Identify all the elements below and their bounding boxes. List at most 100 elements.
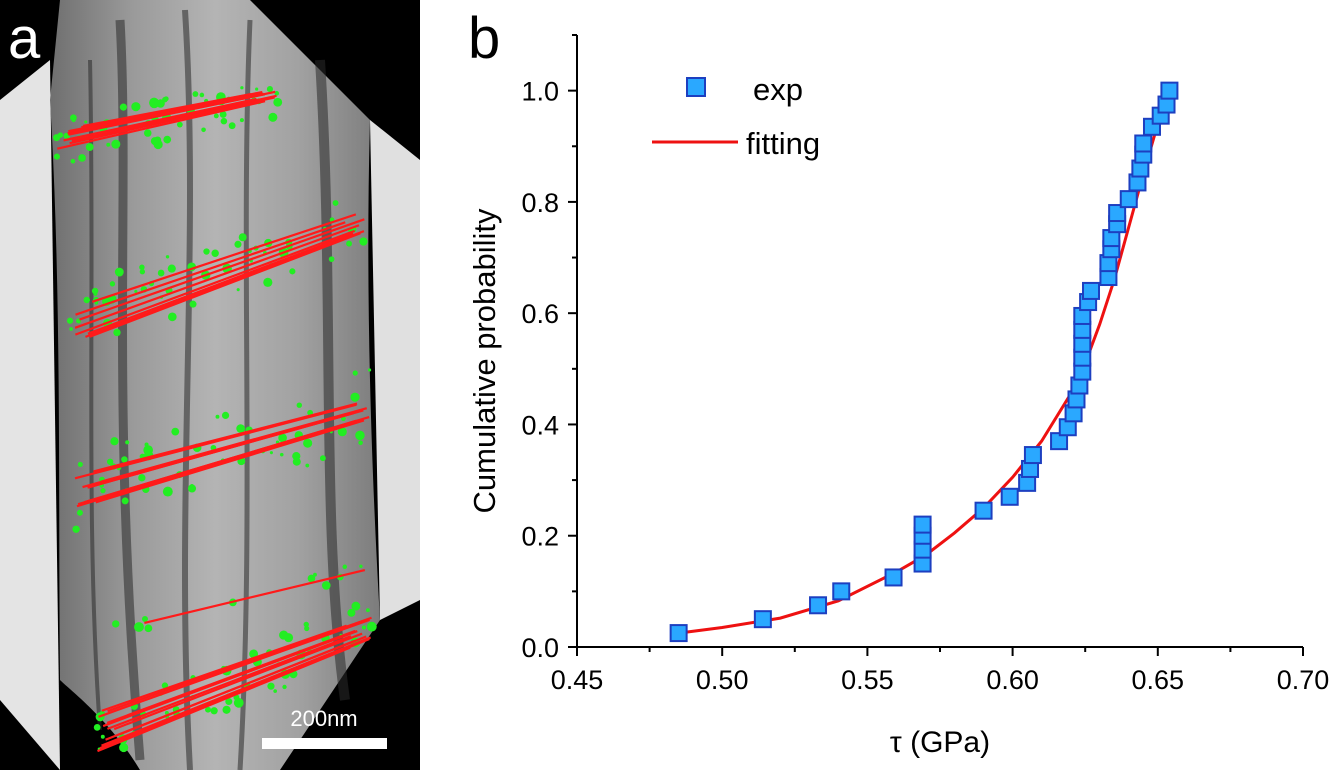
- speckle: [358, 440, 363, 446]
- speckle: [221, 411, 230, 420]
- y-tick-label: 0.6: [521, 299, 559, 329]
- speckle: [109, 281, 116, 287]
- speckle: [321, 581, 331, 590]
- speckle: [199, 92, 205, 98]
- slip-line: [82, 93, 252, 128]
- speckle: [219, 111, 227, 118]
- speckle: [303, 438, 313, 448]
- speckle: [136, 626, 141, 631]
- speckle: [292, 457, 301, 466]
- slip-line: [106, 629, 356, 724]
- speckle: [143, 129, 152, 137]
- panel-label-a: a: [8, 6, 41, 71]
- speckle: [361, 625, 367, 630]
- chart-panel: b 0.45 0.50 0.55 0.60 0.65 0.70 0.0 0.2 0.4 0.6 0.…: [420, 0, 1333, 770]
- slip-line: [98, 618, 370, 718]
- speckle: [93, 723, 101, 731]
- speckle: [263, 277, 273, 287]
- speckle: [113, 328, 121, 337]
- speckle: [71, 117, 76, 123]
- speckle: [240, 86, 244, 90]
- speckle: [203, 248, 210, 255]
- speckle: [267, 682, 275, 690]
- slip-line: [69, 96, 275, 145]
- slip-line-annotations: [57, 90, 372, 753]
- speckle: [131, 102, 141, 112]
- speckle: [85, 143, 94, 151]
- speckle: [307, 574, 316, 583]
- speckle: [352, 370, 358, 376]
- speckle: [138, 474, 146, 482]
- exp-marker: [753, 610, 772, 629]
- slip-line: [118, 639, 355, 736]
- x-tick-label: 0.45: [551, 665, 604, 695]
- slip-line: [101, 636, 372, 747]
- speckle: [215, 414, 220, 419]
- speckle: [77, 461, 83, 467]
- speckle: [273, 689, 277, 693]
- speckle: [144, 624, 153, 633]
- speckle: [139, 269, 146, 275]
- exp-marker: [832, 582, 851, 601]
- scale-bar-label: 200nm: [290, 706, 357, 731]
- speckle: [351, 601, 361, 611]
- slip-line: [99, 637, 370, 750]
- speckle: [282, 684, 287, 690]
- speckle: [171, 427, 180, 436]
- speckle: [78, 154, 86, 162]
- panel-label-b: b: [468, 6, 500, 71]
- speckle: [112, 620, 120, 628]
- scale-bar: [262, 738, 387, 749]
- speckle: [342, 564, 348, 570]
- speckle: [187, 484, 197, 493]
- slip-line: [63, 97, 257, 142]
- speckle: [279, 452, 284, 457]
- slip-line: [93, 402, 358, 473]
- y-tick-label: 1.0: [521, 77, 559, 107]
- micrograph-image: 200nm a: [0, 0, 420, 771]
- speckle: [83, 296, 90, 304]
- speckle: [192, 91, 199, 97]
- speckle: [121, 456, 128, 463]
- exp-marker: [669, 624, 688, 643]
- speckle: [163, 135, 172, 144]
- slip-line: [113, 632, 363, 731]
- speckle: [236, 288, 240, 292]
- speckle: [100, 487, 106, 494]
- speckle: [289, 268, 296, 275]
- slip-line: [67, 92, 264, 135]
- speckle: [121, 497, 129, 505]
- slip-line: [87, 232, 354, 335]
- exp-marker: [1119, 190, 1138, 209]
- slip-line: [74, 224, 360, 329]
- y-axis-label: Cumulative probability: [467, 208, 502, 513]
- speckle: [210, 707, 218, 715]
- slip-line: [57, 100, 266, 150]
- slip-line: [87, 412, 354, 489]
- speckle: [150, 137, 159, 146]
- legend-exp-marker: [686, 77, 706, 97]
- speckle: [365, 608, 370, 613]
- speckle: [106, 142, 111, 147]
- speckle: [238, 233, 247, 242]
- slip-line: [74, 403, 357, 480]
- speckle: [225, 698, 233, 706]
- speckle: [72, 525, 80, 533]
- speckle: [236, 424, 245, 433]
- speckle: [119, 743, 129, 753]
- slip-line: [107, 616, 372, 713]
- speckle: [94, 301, 99, 305]
- y-tick-label: 0.2: [521, 522, 559, 552]
- speckle: [220, 117, 228, 125]
- speckle: [167, 312, 177, 322]
- exp-marker: [1023, 446, 1042, 465]
- micrograph-panel: 200nm a: [0, 0, 420, 771]
- speckle: [149, 97, 159, 108]
- speckle: [167, 264, 176, 273]
- slip-line: [79, 218, 365, 321]
- background-wedge-left: [0, 60, 60, 770]
- exp-marker: [913, 515, 932, 534]
- speckle: [228, 122, 236, 130]
- exp-marker: [1000, 487, 1019, 506]
- exp-marker: [974, 501, 993, 520]
